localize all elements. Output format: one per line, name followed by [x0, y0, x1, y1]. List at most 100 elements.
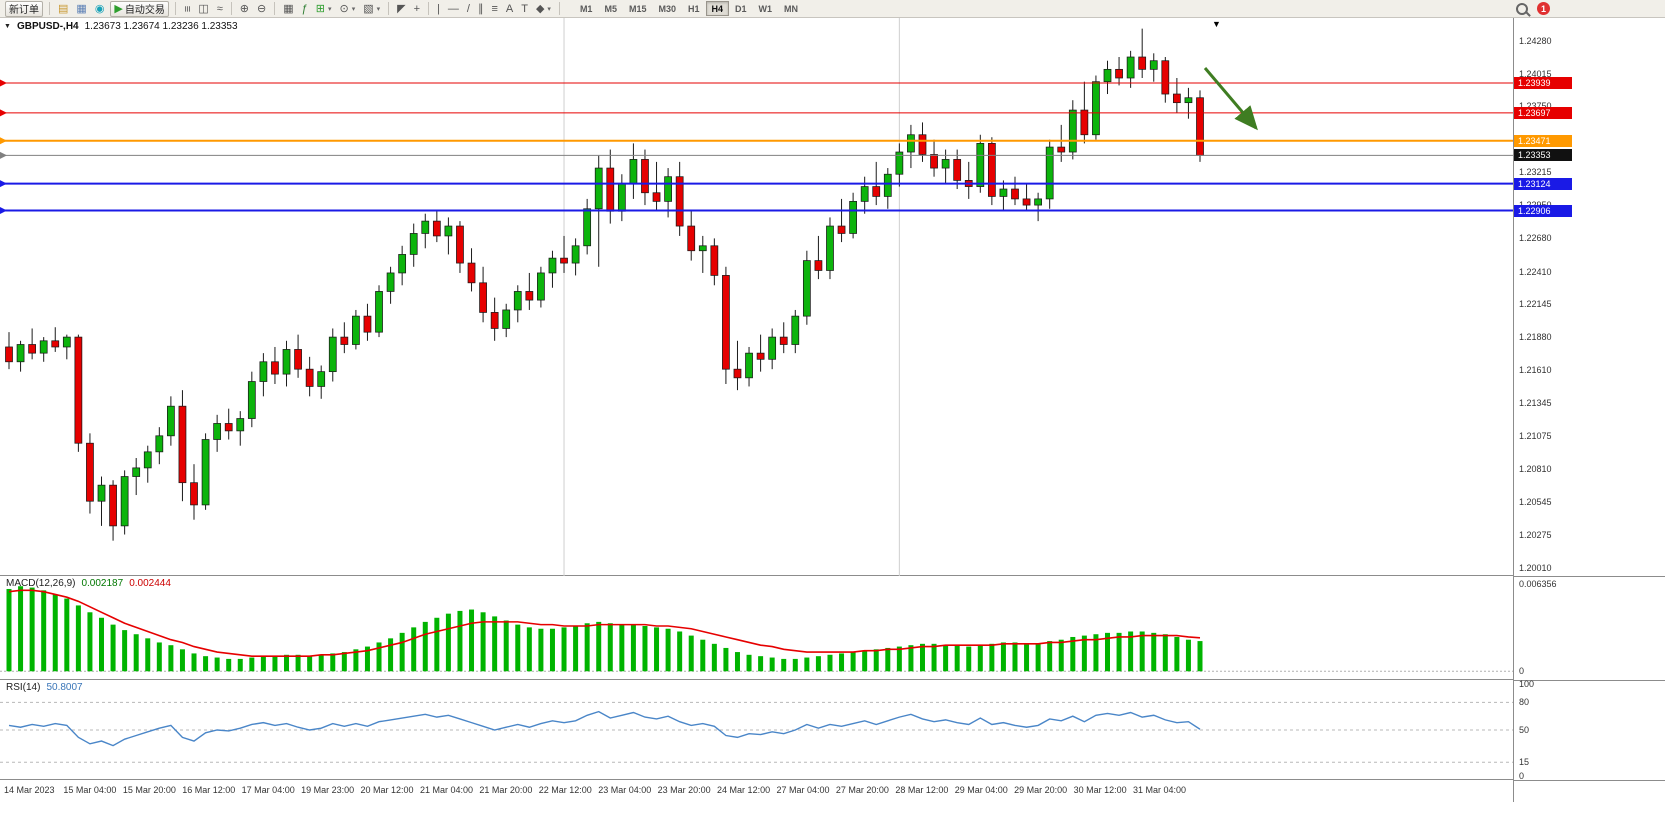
rsi-canvas — [0, 701, 1513, 763]
trendline-icon[interactable]: / — [463, 1, 474, 17]
panel-separator — [1514, 680, 1665, 681]
timeframe-mn[interactable]: MN — [778, 1, 804, 16]
zoom-out-icon[interactable]: ⊖ — [253, 1, 270, 17]
line-chart-icon: ≈ — [216, 2, 223, 15]
price-tick-label: 1.24280 — [1519, 35, 1552, 46]
toolbar: 新订单 ▤ ▦ ◉ ▶ 自动交易 ≡ ◫ ≈ ⊕ ⊖ ▦ ƒ ⊞ ▾ ⊙ ▾ ▧ ▾ ◤ + | — / ∥ ≡ A T ◆ ▾ M1 M5… — [0, 0, 1665, 18]
bar-chart-icon[interactable]: ≡ — [180, 1, 194, 17]
vertical-line-icon: | — [437, 2, 440, 15]
rsi-tick-label: 15 — [1519, 757, 1530, 768]
macd-title: MACD(12,26,9) — [6, 578, 76, 589]
time-axis-label: 27 Mar 20:00 — [835, 785, 889, 795]
time-axis-label: 20 Mar 12:00 — [360, 785, 414, 795]
macd-panel[interactable]: MACD(12,26,9) 0.002187 0.002444 — [0, 576, 1513, 680]
macd-signal-value: 0.002444 — [129, 578, 171, 589]
candlestick-chart-icon[interactable]: ◫ — [194, 1, 212, 17]
timeframe-m30[interactable]: M30 — [652, 1, 682, 16]
crosshair-icon: + — [413, 2, 421, 15]
line-chart-icon[interactable]: ≈ — [213, 1, 227, 17]
price-tick-label: 1.22680 — [1519, 233, 1552, 244]
toolbar-separator — [174, 2, 176, 15]
zoom-in-icon: ⊕ — [239, 2, 249, 15]
arrows-icon: ◆ — [535, 2, 545, 15]
price-tick-label: 1.22410 — [1519, 266, 1552, 277]
periods-icon[interactable]: ⊙ ▾ — [335, 1, 359, 17]
dropdown-caret-icon: ▾ — [547, 5, 551, 13]
ohlc-collapse-icon[interactable]: ▼ — [4, 23, 11, 30]
timeframe-d1[interactable]: D1 — [729, 1, 753, 16]
search-icon[interactable] — [1516, 2, 1528, 15]
notification-badge[interactable]: 1 — [1537, 2, 1550, 15]
price-scale[interactable]: 1.242801.240151.237501.234801.232151.229… — [1513, 18, 1665, 802]
chart-info: ▼ GBPUSD-,H4 1.23673 1.23674 1.23236 1.2… — [4, 21, 238, 32]
fibonacci-icon[interactable]: ≡ — [487, 1, 501, 17]
channel-icon[interactable]: ∥ — [474, 1, 488, 17]
tile-windows-icon[interactable]: ▦ — [279, 1, 297, 17]
timeframe-m5[interactable]: M5 — [598, 1, 623, 16]
timeframe-h1[interactable]: H1 — [682, 1, 706, 16]
toolbar-separator — [558, 2, 560, 15]
rsi-tick-label: 80 — [1519, 697, 1530, 708]
time-axis-label: 29 Mar 20:00 — [1014, 785, 1068, 795]
add-indicator-icon[interactable]: ⊞ ▾ — [312, 1, 336, 17]
templates-icon[interactable]: ▧ ▾ — [359, 1, 384, 17]
toolbar-separator — [274, 2, 276, 15]
horizontal-line-icon: — — [447, 2, 459, 15]
horizontal-line-icon[interactable]: — — [444, 1, 463, 17]
macd-tick-label: 0.006356 — [1519, 579, 1557, 590]
label-icon[interactable]: T — [517, 1, 532, 17]
price-level-badge: 1.23124 — [1514, 177, 1572, 190]
arrows-icon[interactable]: ◆ ▾ — [532, 1, 555, 17]
zoom-in-icon[interactable]: ⊕ — [236, 1, 253, 17]
dropdown-caret-icon: ▾ — [327, 5, 332, 13]
level-lines[interactable] — [0, 79, 1513, 215]
crosshair-icon[interactable]: + — [410, 1, 424, 17]
timeframe-m1[interactable]: M1 — [574, 1, 599, 16]
toolbar-separator — [49, 2, 50, 15]
price-tick-label: 1.20010 — [1519, 562, 1552, 573]
trend-arrow-annotation[interactable] — [1203, 67, 1258, 131]
price-level-badge: 1.23939 — [1514, 77, 1572, 90]
profiles-icon: ▦ — [76, 2, 87, 15]
bar-chart-icon: ≡ — [181, 5, 194, 12]
price-chart-panel[interactable]: ▼ GBPUSD-,H4 1.23673 1.23674 1.23236 1.2… — [0, 18, 1513, 576]
toolbar-separator — [388, 2, 390, 15]
indicators-icon[interactable]: ƒ — [298, 1, 312, 17]
timeframe-w1[interactable]: W1 — [753, 1, 779, 16]
cursor-icon[interactable]: ◤ — [393, 1, 409, 17]
timeframe-m15[interactable]: M15 — [623, 1, 653, 16]
trendline-icon: / — [466, 2, 470, 15]
candlestick-chart-icon: ◫ — [198, 2, 209, 15]
dropdown-caret-icon: ▾ — [351, 5, 356, 13]
price-tick-label: 1.23215 — [1519, 167, 1552, 178]
rsi-tick-label: 100 — [1519, 679, 1535, 689]
dropdown-caret-icon: ▾ — [376, 5, 381, 13]
price-tick-label: 1.20810 — [1519, 464, 1552, 475]
timeframe-h4[interactable]: H4 — [705, 1, 730, 16]
new-order-button[interactable]: 新订单 — [5, 0, 43, 17]
down-arrow-marker-icon[interactable]: ▼ — [1212, 19, 1221, 29]
add-indicator-icon: ⊞ — [315, 2, 325, 15]
vertical-line-icon[interactable]: | — [433, 1, 444, 17]
time-axis-label: 27 Mar 04:00 — [776, 785, 830, 795]
rsi-line — [8, 710, 1201, 747]
time-axis-label: 29 Mar 04:00 — [954, 785, 1008, 795]
new-chart-icon[interactable]: ▤ — [54, 1, 72, 17]
profiles-icon[interactable]: ▦ — [72, 1, 90, 17]
price-tick-label: 1.20545 — [1519, 496, 1552, 507]
rsi-panel[interactable]: RSI(14) 50.8007 — [0, 680, 1513, 780]
candlestick-series — [5, 28, 1204, 541]
chart-window[interactable]: ▼ GBPUSD-,H4 1.23673 1.23674 1.23236 1.2… — [0, 18, 1665, 839]
text-icon: A — [505, 2, 514, 15]
templates-icon: ▧ — [363, 2, 374, 15]
auto-trading-icon: ▶ — [114, 2, 123, 15]
auto-trading-button[interactable]: ▶ 自动交易 — [110, 0, 169, 17]
community-icon[interactable]: ◉ — [91, 1, 109, 17]
text-icon[interactable]: A — [502, 1, 517, 17]
panel-separator — [1514, 576, 1665, 577]
time-axis-label: 19 Mar 23:00 — [301, 785, 355, 795]
time-axis-label: 17 Mar 04:00 — [241, 785, 295, 795]
price-tick-label: 1.22145 — [1519, 299, 1552, 310]
time-axis[interactable]: 14 Mar 2023 15 Mar 04:00 15 Mar 20:00 16 Ma… — [0, 780, 1513, 802]
price-level-badge: 1.23697 — [1514, 106, 1572, 119]
